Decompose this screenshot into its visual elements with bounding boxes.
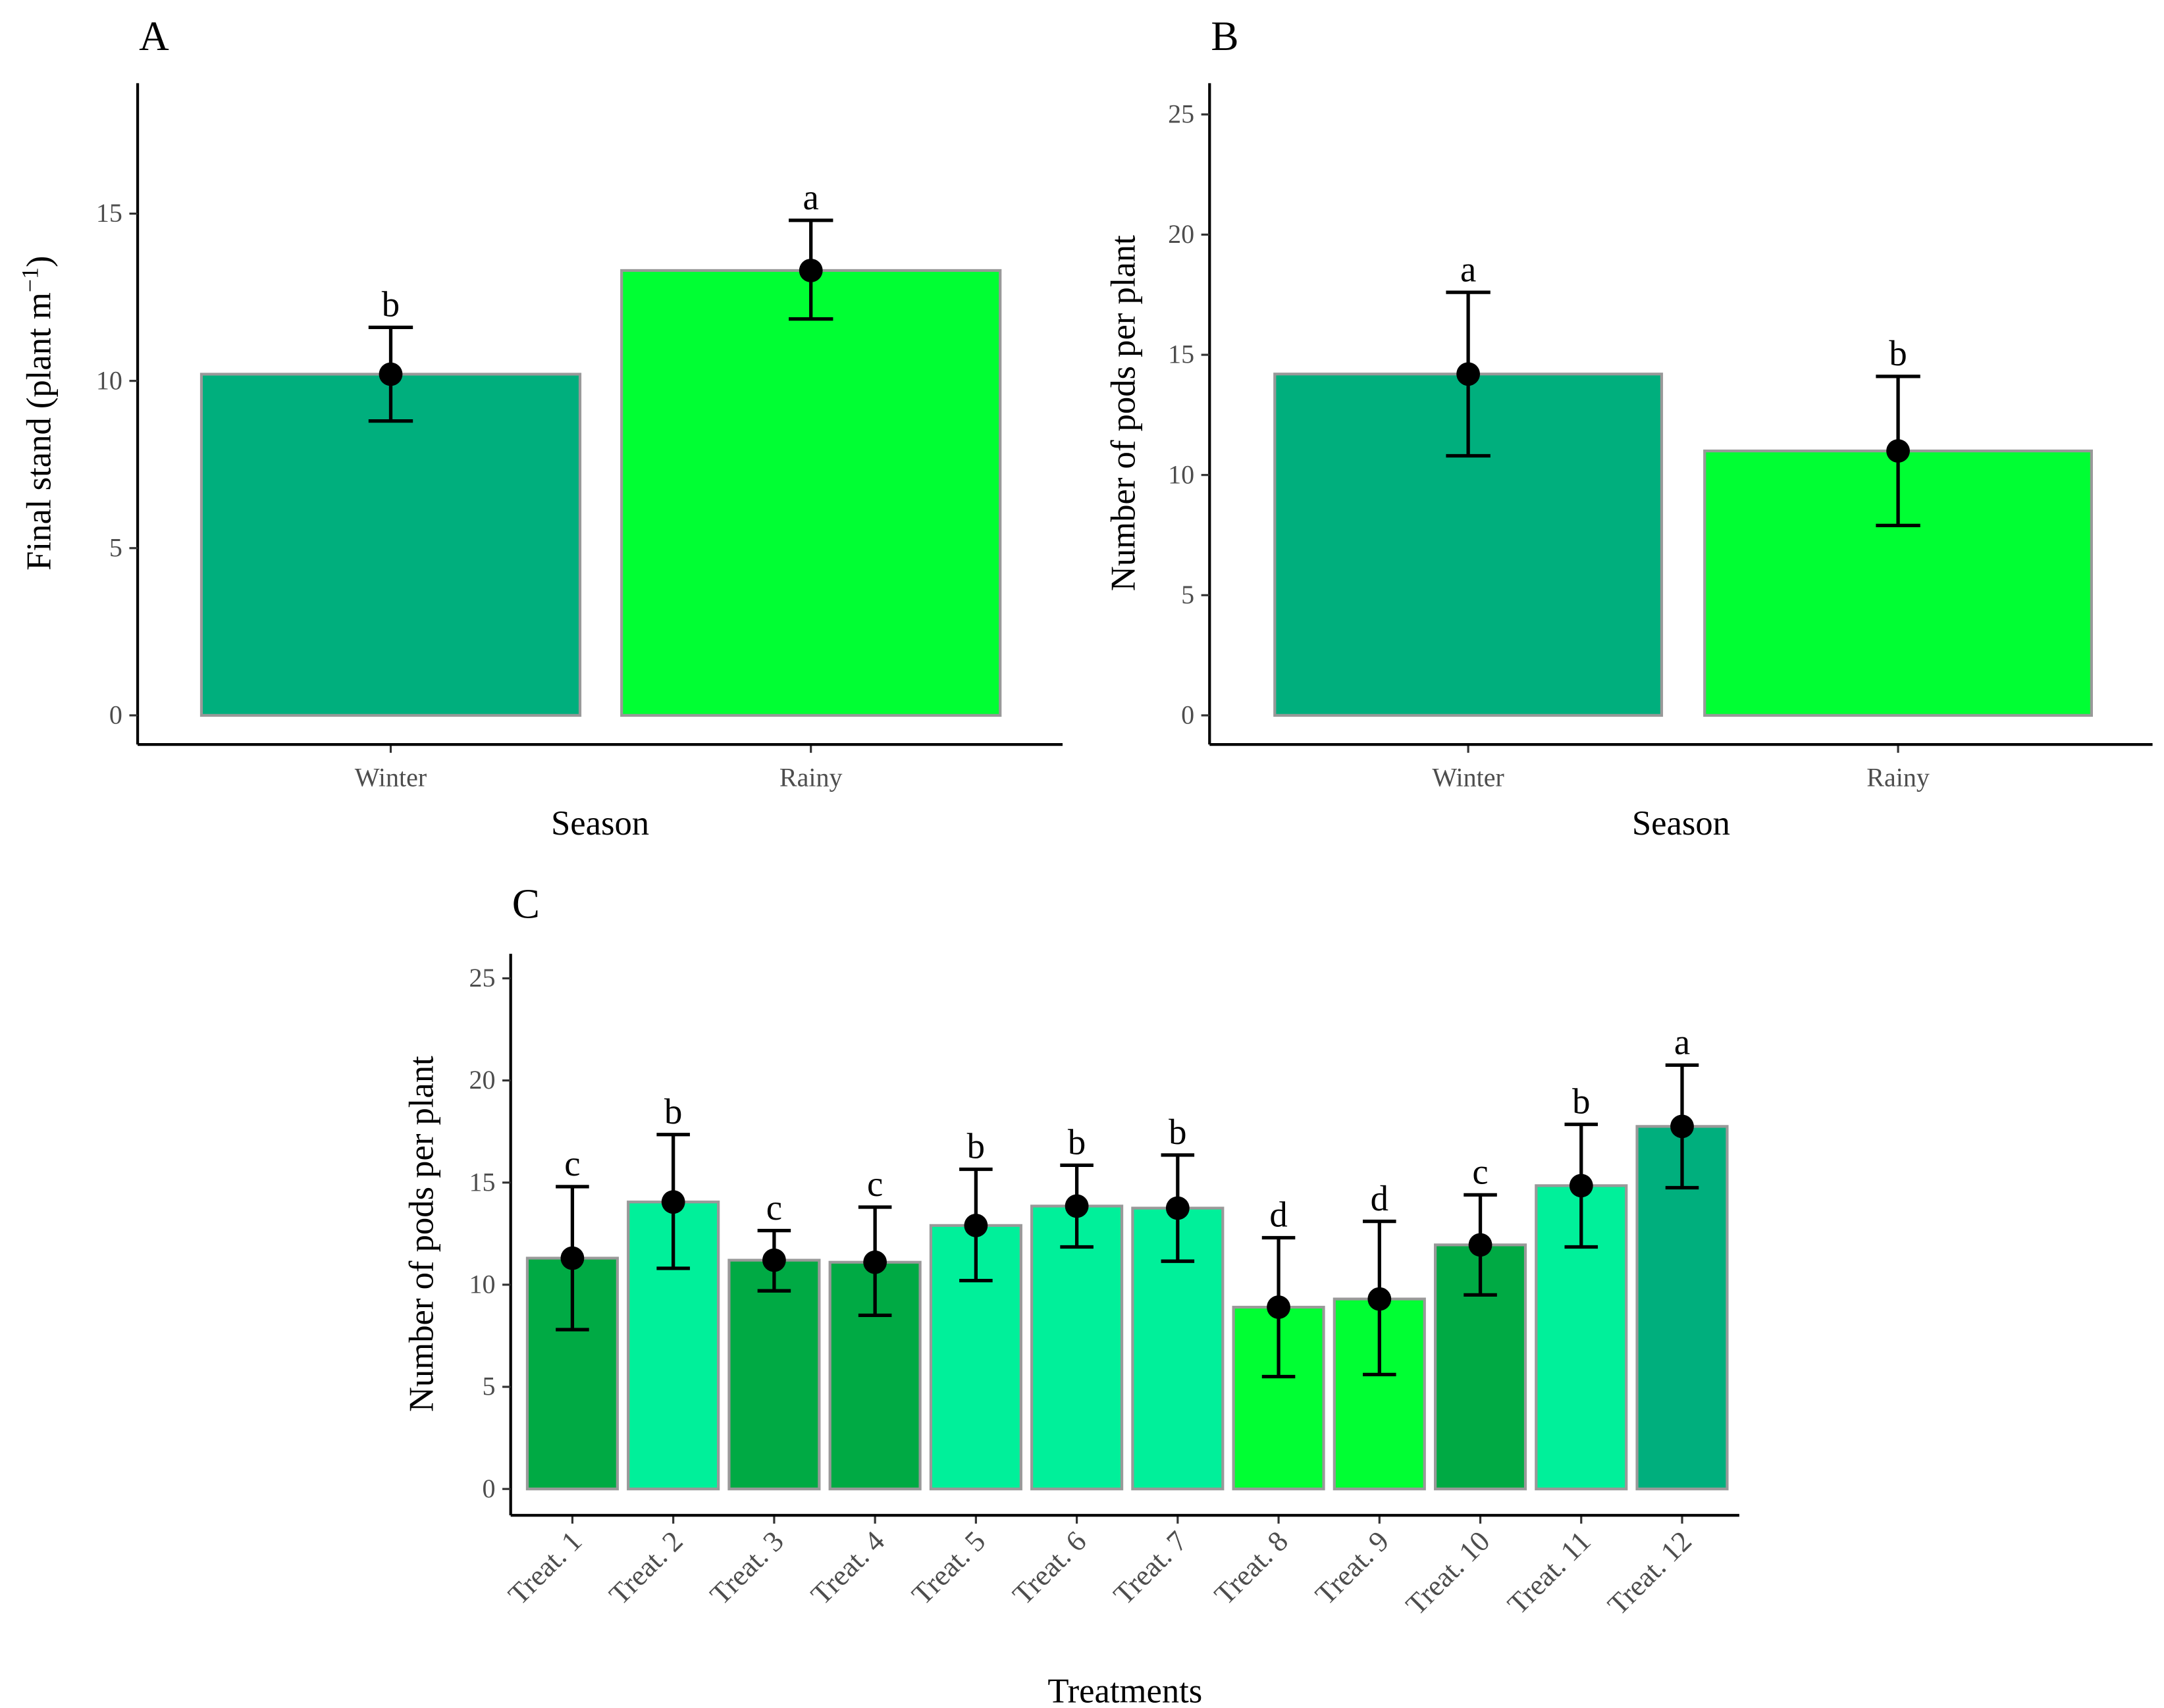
y-axis-title-main: Number of pods per plant: [1105, 235, 1143, 591]
significance-letter: a: [1674, 1022, 1690, 1062]
significance-letter: b: [1068, 1122, 1086, 1162]
mean-point: [1886, 439, 1910, 463]
mean-point: [661, 1190, 685, 1214]
y-tick-label: 20: [469, 1065, 496, 1095]
significance-letter: d: [1269, 1195, 1287, 1235]
y-tick-label: 25: [1168, 99, 1194, 128]
significance-letter: a: [1460, 249, 1476, 289]
panel-b: Ba Winter b Rainy 0 5 10 15 20 25 Season Number of …: [1105, 13, 2153, 842]
significance-letter: b: [1889, 333, 1907, 373]
significance-letter: c: [867, 1164, 883, 1204]
y-tick-label: 0: [109, 700, 122, 730]
significance-letter: c: [766, 1187, 782, 1228]
mean-point: [799, 259, 823, 282]
y-tick-label: 10: [1168, 459, 1194, 489]
mean-point: [863, 1250, 887, 1274]
significance-letter: b: [664, 1091, 682, 1131]
x-tick-label: Treat. 3: [704, 1525, 790, 1611]
mean-point: [1165, 1196, 1190, 1220]
x-tick-label: Treat. 2: [603, 1525, 689, 1611]
y-axis-title-end: ): [20, 256, 58, 268]
panel-label: B: [1211, 13, 1238, 59]
bar: [727, 1258, 821, 1491]
mean-point: [1367, 1287, 1392, 1311]
y-axis-title: Number of pods per plant: [1105, 235, 1143, 591]
bar: [1030, 1204, 1124, 1491]
mean-point: [1569, 1174, 1593, 1198]
panel-label: A: [139, 13, 169, 59]
x-tick-label: Treat. 6: [1007, 1525, 1093, 1611]
y-tick-label: 5: [1181, 580, 1194, 609]
y-tick-label: 15: [1168, 340, 1194, 369]
x-tick-label: Treat. 1: [502, 1525, 589, 1611]
y-tick-label: 25: [469, 963, 496, 993]
significance-letter: c: [1472, 1151, 1488, 1191]
significance-letter: b: [1572, 1081, 1590, 1121]
y-axis-title: Number of pods per plant: [403, 1056, 441, 1412]
y-tick-label: 5: [483, 1372, 496, 1401]
bar: [199, 373, 582, 717]
mean-point: [1468, 1233, 1492, 1257]
significance-letter: b: [382, 284, 400, 324]
x-tick-label: Rainy: [779, 762, 843, 792]
x-tick-label: Treat. 7: [1107, 1525, 1194, 1611]
x-tick-label: Winter: [355, 762, 427, 792]
x-tick-label: Treat. 9: [1309, 1525, 1395, 1611]
y-tick-label: 0: [483, 1474, 496, 1503]
y-tick-label: 0: [1181, 700, 1194, 730]
y-axis-title-main: Number of pods per plant: [403, 1056, 441, 1412]
panel-label: C: [512, 881, 540, 927]
panel-c: Cc Treat. 1 b Treat. 2 c Treat. 3 c Treat. 4 b Tr…: [403, 881, 1739, 1708]
y-tick-label: 10: [469, 1270, 496, 1299]
bar: [620, 269, 1002, 717]
x-tick-label: Treat. 10: [1400, 1525, 1496, 1621]
mean-point: [1670, 1114, 1694, 1139]
y-axis-title-superscript: −1: [16, 267, 43, 292]
mean-point: [560, 1246, 585, 1270]
significance-letter: d: [1371, 1178, 1388, 1218]
y-tick-label: 15: [96, 198, 122, 228]
x-axis-title: Season: [551, 804, 649, 842]
x-tick-label: Treat. 5: [906, 1525, 992, 1611]
y-tick-label: 15: [469, 1167, 496, 1197]
y-tick-label: 10: [96, 365, 122, 395]
x-axis-title: Treatments: [1047, 1672, 1202, 1708]
x-tick-label: Winter: [1432, 762, 1504, 792]
y-axis-title: Final stand (plant m−1): [16, 256, 58, 571]
mean-point: [1267, 1295, 1290, 1319]
x-tick-label: Treat. 8: [1208, 1525, 1294, 1611]
x-axis-title: Season: [1632, 804, 1730, 842]
y-tick-label: 5: [109, 532, 122, 562]
mean-point: [964, 1213, 988, 1237]
significance-letter: b: [1169, 1112, 1186, 1152]
x-tick-label: Treat. 4: [805, 1525, 891, 1611]
panel-a: Ab Winter a Rainy 0 5 10 15 Season Final stand (p…: [16, 13, 1063, 842]
mean-point: [379, 362, 403, 386]
significance-letter: b: [967, 1126, 985, 1166]
mean-point: [1065, 1194, 1089, 1218]
x-tick-label: Treat. 11: [1501, 1525, 1597, 1620]
mean-point: [762, 1248, 786, 1272]
significance-letter: c: [564, 1143, 580, 1183]
x-tick-label: Rainy: [1866, 762, 1930, 792]
y-tick-label: 20: [1168, 219, 1194, 249]
x-tick-label: Treat. 12: [1602, 1525, 1698, 1621]
y-axis-title-main: Final stand (plant m: [20, 292, 58, 571]
significance-letter: a: [803, 177, 819, 217]
mean-point: [1456, 362, 1481, 386]
bar: [1131, 1206, 1225, 1491]
